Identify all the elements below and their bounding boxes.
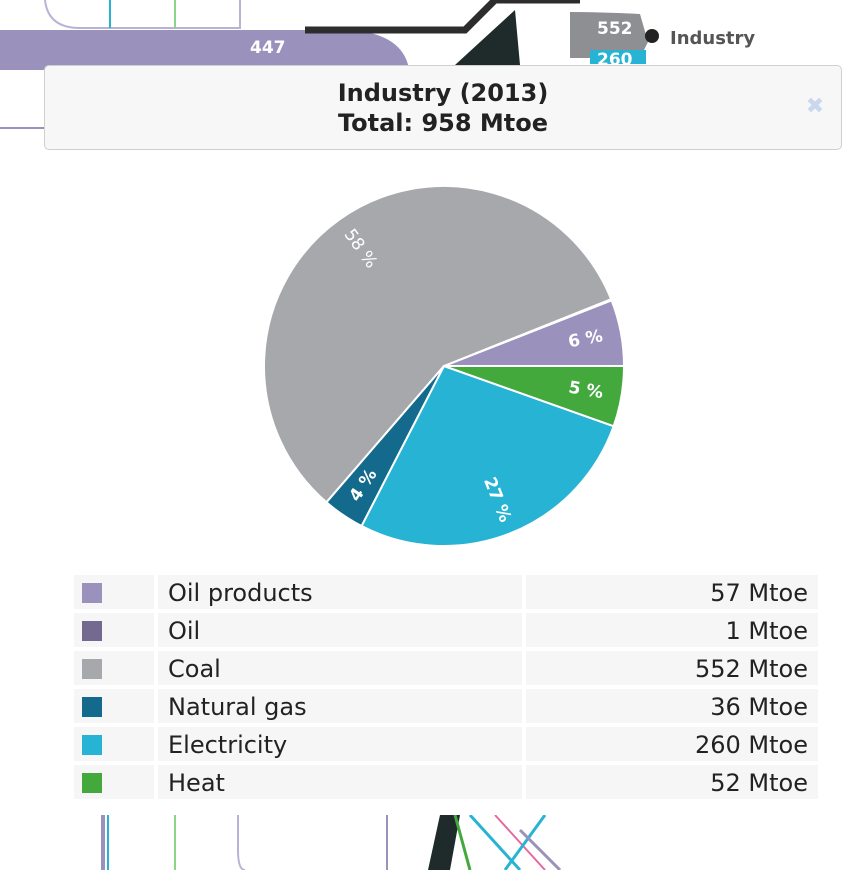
legend-swatch	[82, 621, 102, 641]
legend-value: 1 Mtoe	[725, 617, 808, 645]
legend-label: Electricity	[168, 731, 288, 759]
legend-value: 36 Mtoe	[710, 693, 808, 721]
coal-flow[interactable]	[455, 10, 520, 65]
tooltip-header: Industry (2013) Total: 958 Mtoe ✖	[44, 65, 842, 150]
industry-node-label[interactable]: Industry	[670, 28, 755, 49]
tooltip-title: Industry (2013)	[337, 79, 549, 107]
legend-row: Natural gas 36 Mtoe	[74, 688, 818, 726]
legend-row: Oil products 57 Mtoe	[74, 574, 818, 612]
flow-value-label: 552	[597, 19, 633, 39]
node-marker	[645, 29, 659, 43]
legend-swatch	[82, 697, 102, 717]
bottom-flows	[101, 813, 562, 870]
legend-swatch	[82, 659, 102, 679]
industry-node-electricity[interactable]	[590, 50, 646, 64]
legend-label: Oil products	[168, 579, 313, 607]
tooltip-total: Total: 958 Mtoe	[337, 109, 549, 137]
legend-row: Electricity 260 Mtoe	[74, 726, 818, 764]
legend-value: 57 Mtoe	[710, 579, 808, 607]
legend-label: Heat	[168, 769, 225, 797]
legend-label: Coal	[168, 655, 221, 683]
legend-value: 52 Mtoe	[710, 769, 808, 797]
legend-table: Oil products 57 Mtoe Oil 1 Mtoe Coal 552…	[74, 574, 818, 802]
industry-node-coal[interactable]	[570, 12, 648, 58]
coal-flow[interactable]	[305, 0, 580, 34]
legend-swatch	[82, 583, 102, 603]
legend-label: Natural gas	[168, 693, 307, 721]
legend-value: 260 Mtoe	[694, 731, 808, 759]
flow-value-label: 447	[250, 38, 286, 58]
legend-value: 552 Mtoe	[694, 655, 808, 683]
legend-row: Oil 1 Mtoe	[74, 612, 818, 650]
legend-label: Oil	[168, 617, 201, 645]
legend-swatch	[82, 735, 102, 755]
close-icon[interactable]: ✖	[805, 93, 825, 118]
flow-outline	[44, 0, 241, 29]
legend-row: Heat 52 Mtoe	[74, 764, 818, 802]
legend-row: Coal 552 Mtoe	[74, 650, 818, 688]
legend-swatch	[82, 773, 102, 793]
